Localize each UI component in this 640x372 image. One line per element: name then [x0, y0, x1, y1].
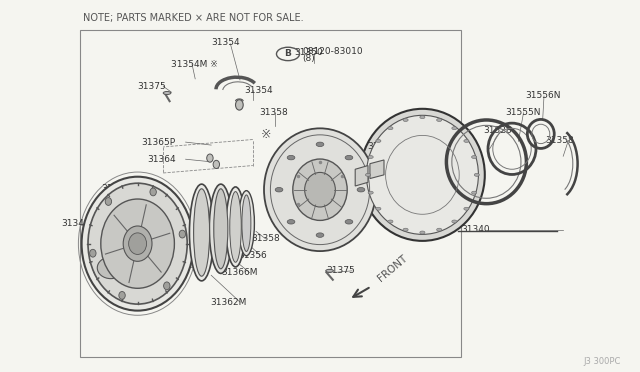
Ellipse shape — [376, 207, 381, 210]
Text: 31555N: 31555N — [506, 108, 541, 117]
Ellipse shape — [316, 142, 324, 147]
Ellipse shape — [360, 109, 485, 241]
Ellipse shape — [367, 115, 479, 234]
Text: 31362: 31362 — [404, 125, 433, 134]
Text: 31556N: 31556N — [525, 91, 560, 100]
Text: 31358: 31358 — [252, 234, 280, 243]
Ellipse shape — [105, 198, 111, 205]
Text: ※: ※ — [261, 128, 271, 141]
Ellipse shape — [452, 220, 457, 223]
Text: 31356: 31356 — [239, 251, 268, 260]
Text: 31344: 31344 — [61, 219, 90, 228]
Bar — [80, 30, 461, 357]
Ellipse shape — [326, 269, 333, 272]
Text: 31366M: 31366M — [221, 268, 257, 277]
Text: 31361: 31361 — [367, 142, 396, 151]
Ellipse shape — [179, 230, 186, 238]
Ellipse shape — [238, 191, 255, 256]
Ellipse shape — [345, 219, 353, 224]
Text: 31375: 31375 — [326, 266, 355, 275]
Ellipse shape — [464, 140, 469, 142]
Ellipse shape — [293, 159, 347, 220]
Ellipse shape — [316, 233, 324, 237]
Ellipse shape — [129, 233, 147, 254]
Ellipse shape — [88, 183, 188, 304]
Text: 08120-83010: 08120-83010 — [303, 47, 364, 56]
Text: 31354: 31354 — [244, 86, 273, 94]
Ellipse shape — [163, 92, 171, 94]
Ellipse shape — [357, 187, 365, 192]
Text: 31362M: 31362M — [210, 298, 246, 307]
Ellipse shape — [388, 220, 393, 223]
Ellipse shape — [93, 254, 128, 282]
Ellipse shape — [464, 207, 469, 210]
Ellipse shape — [90, 249, 96, 257]
Ellipse shape — [264, 128, 376, 251]
Ellipse shape — [345, 155, 353, 160]
Ellipse shape — [403, 119, 408, 122]
Ellipse shape — [403, 228, 408, 231]
Text: 31340: 31340 — [461, 225, 490, 234]
Text: J3 300PC: J3 300PC — [584, 357, 621, 366]
Text: NOTE; PARTS MARKED × ARE NOT FOR SALE.: NOTE; PARTS MARKED × ARE NOT FOR SALE. — [83, 13, 304, 23]
Ellipse shape — [287, 155, 295, 160]
Text: 31364: 31364 — [147, 155, 176, 164]
Ellipse shape — [436, 228, 442, 231]
Ellipse shape — [275, 187, 283, 192]
Text: 31350: 31350 — [294, 48, 323, 57]
Ellipse shape — [226, 187, 245, 267]
Ellipse shape — [236, 100, 243, 110]
Ellipse shape — [368, 155, 373, 158]
Ellipse shape — [388, 127, 393, 130]
Text: 31366: 31366 — [410, 175, 438, 184]
Ellipse shape — [474, 173, 479, 176]
Polygon shape — [355, 166, 368, 186]
Text: 31358: 31358 — [259, 108, 288, 117]
Text: 31354M ※: 31354M ※ — [171, 60, 218, 69]
Text: 31354: 31354 — [211, 38, 240, 47]
Ellipse shape — [376, 140, 381, 142]
Ellipse shape — [242, 195, 251, 251]
Ellipse shape — [287, 219, 295, 224]
Ellipse shape — [100, 199, 174, 288]
Ellipse shape — [230, 192, 241, 262]
Ellipse shape — [420, 231, 425, 234]
Ellipse shape — [420, 116, 425, 119]
Ellipse shape — [213, 160, 220, 169]
Ellipse shape — [472, 191, 477, 194]
Ellipse shape — [193, 189, 210, 276]
Ellipse shape — [82, 177, 193, 311]
Ellipse shape — [207, 154, 213, 162]
Polygon shape — [370, 160, 384, 179]
Text: (8): (8) — [303, 54, 316, 63]
Text: 31365P: 31365P — [141, 138, 175, 147]
Text: B: B — [285, 49, 291, 58]
Ellipse shape — [119, 292, 125, 299]
Ellipse shape — [305, 173, 335, 207]
Text: 31528: 31528 — [483, 126, 512, 135]
Ellipse shape — [472, 155, 477, 158]
Ellipse shape — [123, 226, 152, 262]
Ellipse shape — [368, 191, 373, 194]
Ellipse shape — [214, 189, 228, 269]
Ellipse shape — [365, 173, 371, 176]
Ellipse shape — [150, 188, 156, 196]
Ellipse shape — [436, 119, 442, 122]
Ellipse shape — [97, 257, 124, 279]
Ellipse shape — [209, 184, 232, 273]
Text: 31375: 31375 — [138, 82, 166, 91]
Ellipse shape — [452, 127, 457, 130]
Text: 31358: 31358 — [545, 136, 574, 145]
Text: 31341: 31341 — [101, 185, 130, 193]
Ellipse shape — [189, 184, 214, 281]
Text: FRONT: FRONT — [376, 253, 409, 284]
Ellipse shape — [164, 282, 170, 290]
